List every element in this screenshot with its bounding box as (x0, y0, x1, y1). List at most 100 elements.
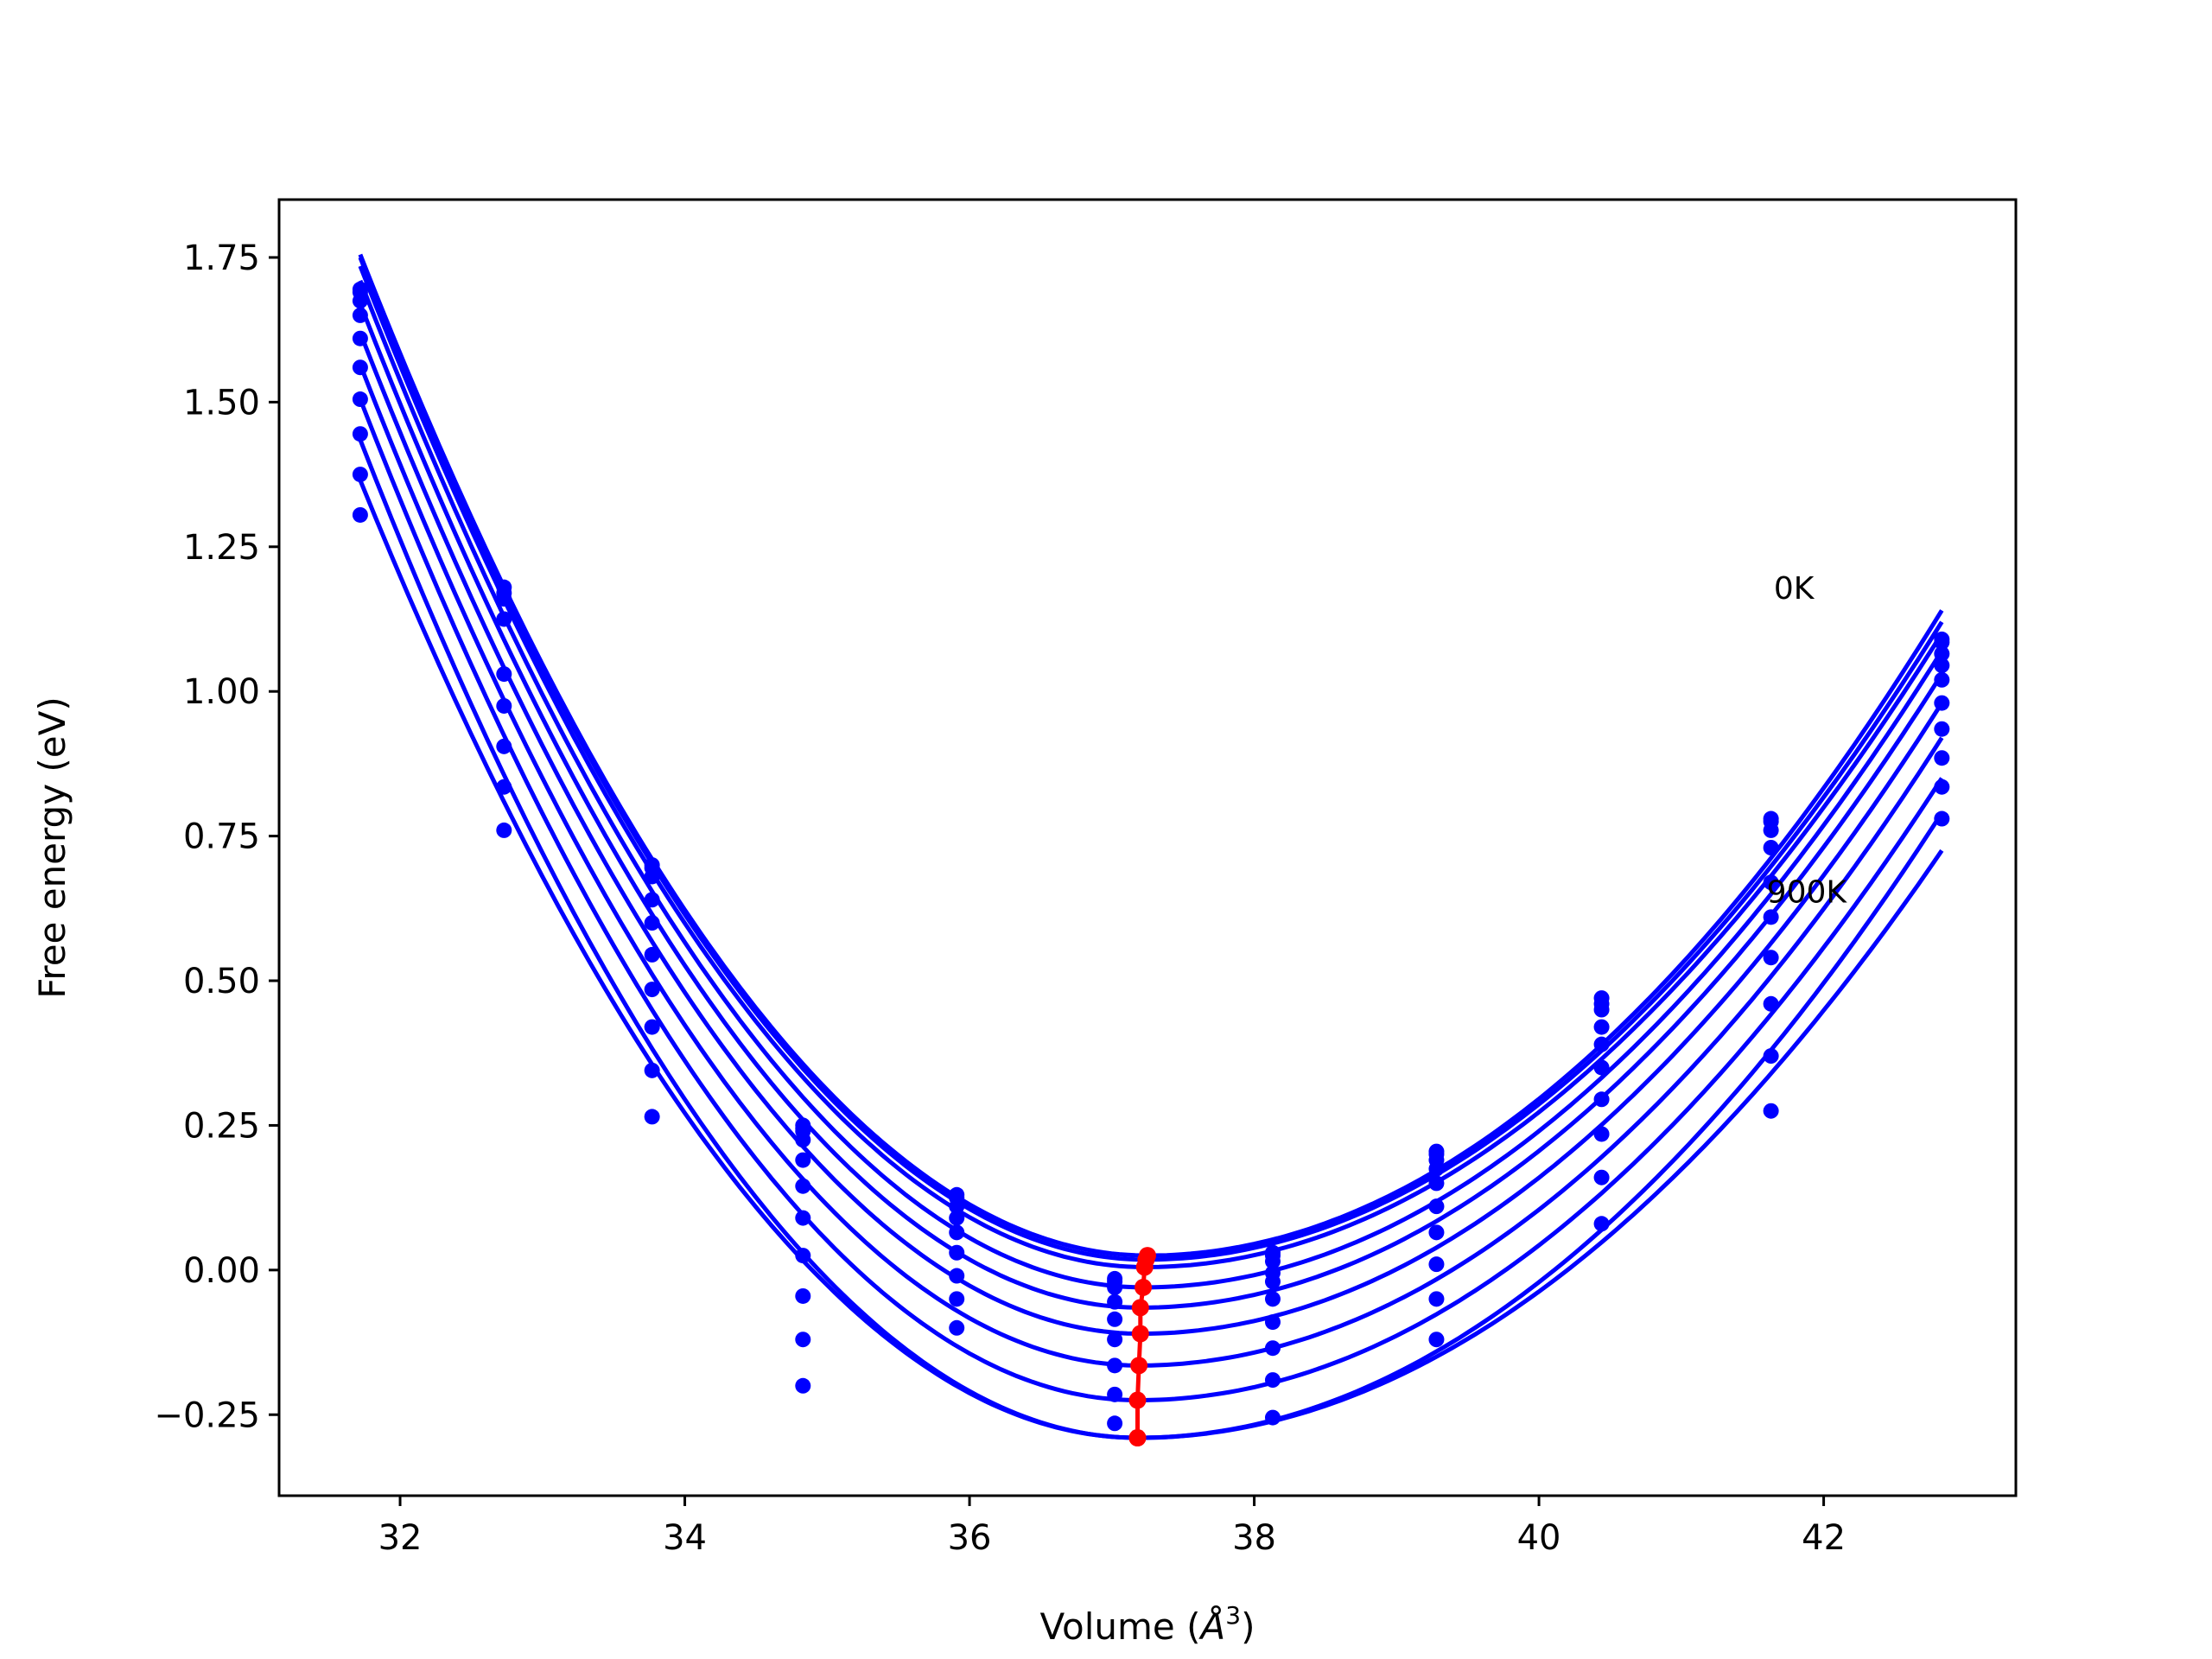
data-point (1763, 995, 1779, 1012)
data-point (1763, 1103, 1779, 1119)
data-point (1428, 1198, 1445, 1215)
axes-frame (277, 198, 2018, 1497)
data-point (1593, 1216, 1610, 1232)
data-point (1428, 1224, 1445, 1241)
data-point (1593, 1169, 1610, 1185)
fit-curve (358, 363, 1944, 1368)
x-tick-label: 36 (948, 1518, 992, 1558)
data-point (1593, 1126, 1610, 1142)
y-tick-label: 1.00 (183, 672, 260, 712)
data-point (1763, 822, 1779, 838)
data-point (1593, 1019, 1610, 1035)
data-point (1428, 1175, 1445, 1192)
data-point (1763, 909, 1779, 925)
data-point (1107, 1357, 1123, 1374)
data-point (496, 822, 512, 838)
data-point (1934, 671, 1950, 688)
data-point (1593, 1091, 1610, 1108)
fit-curve (358, 332, 1944, 1337)
data-point (644, 982, 660, 998)
data-point (1763, 874, 1779, 891)
y-tick-label: 1.75 (183, 238, 260, 278)
data-point (949, 1198, 965, 1215)
fit-curve (358, 479, 1944, 1440)
y-tick-label: 0.75 (183, 817, 260, 857)
data-point (1934, 779, 1950, 795)
data-point (949, 1186, 965, 1203)
data-point (352, 426, 368, 442)
data-point (795, 1287, 811, 1304)
data-point (1428, 1160, 1445, 1177)
data-point (1763, 950, 1779, 966)
data-point (1593, 1001, 1610, 1018)
minimum-point (1130, 1357, 1148, 1375)
data-point (1264, 1314, 1281, 1331)
data-point (1264, 1340, 1281, 1357)
data-point (1593, 1036, 1610, 1052)
x-tick-label: 32 (378, 1518, 423, 1558)
data-point (644, 868, 660, 885)
data-point (949, 1244, 965, 1261)
minimum-point (1131, 1299, 1149, 1317)
data-point (1264, 1409, 1281, 1426)
data-point (352, 506, 368, 523)
data-point (1264, 1291, 1281, 1307)
annotations: 0K 900K (1767, 571, 1848, 911)
data-point (1107, 1386, 1123, 1402)
fit-curve (358, 398, 1944, 1402)
temperature-label: 900K (1767, 875, 1848, 911)
x-tick-label: 38 (1232, 1518, 1276, 1558)
y-axis-title: Free energy (eV) (31, 696, 73, 999)
data-point (1763, 840, 1779, 855)
x-tick-label: 40 (1517, 1518, 1561, 1558)
y-tick-label: 1.50 (183, 383, 260, 423)
data-point (1107, 1332, 1123, 1348)
data-point (1934, 810, 1950, 827)
data-point (1934, 721, 1950, 737)
data-point (795, 1332, 811, 1348)
minimum-point (1135, 1278, 1153, 1296)
x-axis-title: Volume (Å3) (1040, 1601, 1255, 1648)
fit-curve (358, 302, 1944, 1310)
y-tick-label: 0.25 (183, 1106, 260, 1146)
data-point (644, 915, 660, 931)
data-point (795, 1152, 811, 1168)
x-tick-label: 34 (663, 1518, 707, 1558)
data-point (949, 1268, 965, 1284)
data-point (352, 467, 368, 483)
y-tick-label: 1.25 (183, 528, 260, 568)
data-point (1264, 1372, 1281, 1389)
data-point (949, 1210, 965, 1226)
data-point (1428, 1256, 1445, 1273)
y-tick-label: 0.50 (183, 962, 260, 1001)
data-point (1593, 1059, 1610, 1076)
data-point (1763, 1048, 1779, 1065)
data-point (1264, 1253, 1281, 1269)
x-axis-title-exponent: 3 (1225, 1601, 1241, 1630)
data-point (949, 1224, 965, 1241)
minimum-point (1128, 1391, 1147, 1409)
data-point (496, 591, 512, 607)
data-point (644, 946, 660, 963)
x-axis-title-close: ) (1241, 1605, 1255, 1648)
data-point (1428, 1332, 1445, 1348)
minimum-point (1128, 1429, 1147, 1447)
data-point (949, 1291, 965, 1307)
data-point (1107, 1311, 1123, 1327)
temperature-label: 0K (1774, 571, 1815, 607)
data-point (644, 1019, 660, 1035)
data-point (496, 611, 512, 627)
data-point (949, 1319, 965, 1336)
y-axis: −0.25 0.00 0.25 0.50 0.75 1.00 1.25 1.50 1.75 (154, 238, 279, 1435)
data-point (1934, 750, 1950, 766)
data-point (1428, 1291, 1445, 1307)
data-point (644, 1109, 660, 1125)
minimum-point (1135, 1258, 1154, 1276)
x-tick-label: 42 (1802, 1518, 1846, 1558)
data-point (644, 892, 660, 908)
data-point (1264, 1274, 1281, 1290)
data-point (1934, 658, 1950, 674)
x-axis-title-unit: Å (1198, 1605, 1226, 1648)
y-tick-label: −0.25 (154, 1395, 260, 1435)
